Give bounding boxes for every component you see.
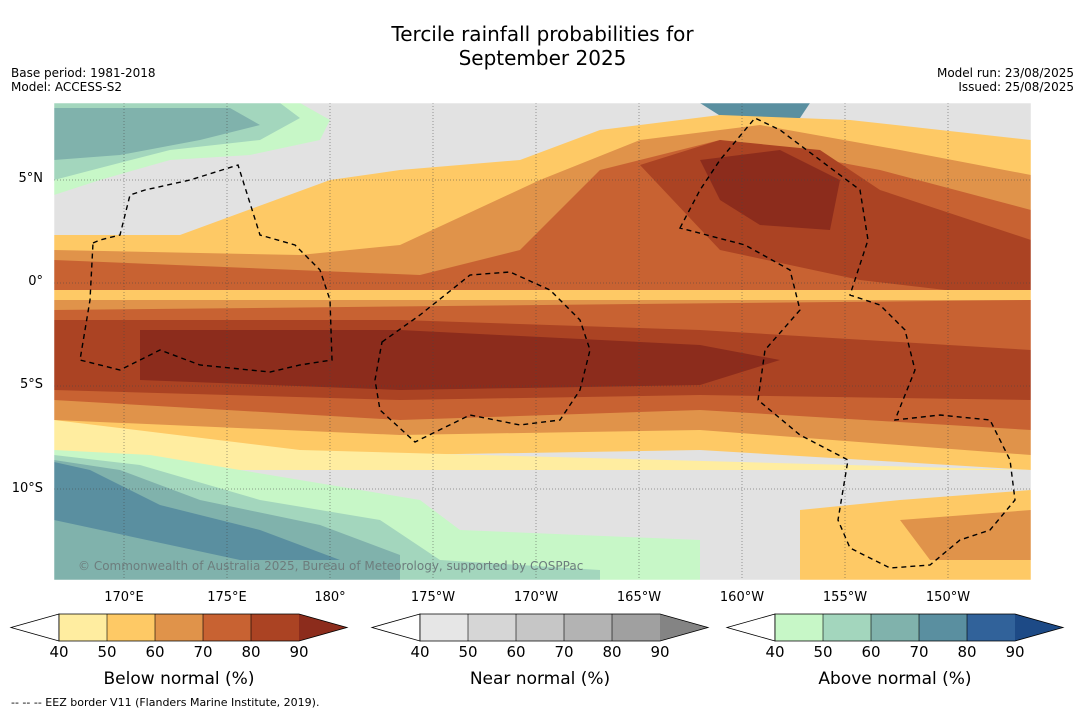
colorbar-1-title: Near normal (%): [469, 669, 611, 689]
colorbar-0-tick-2: 60: [145, 643, 165, 661]
eez-borders: [79, 117, 1016, 569]
above-normal-south-4: [54, 462, 340, 560]
colorbar-0-tick-0: 40: [49, 643, 69, 661]
colorbar-2-high-extend: [1015, 614, 1063, 641]
lon-label-155w: 155°W: [822, 590, 868, 605]
colorbar-0-segment-0: [59, 614, 107, 641]
colorbar-1-tick-4: 80: [602, 643, 622, 661]
chart-title: Tercile rainfall probabilities for Septe…: [0, 22, 1085, 70]
colorbar-1-tick-0: 40: [410, 643, 430, 661]
above-normal-north-3: [54, 108, 260, 160]
colorbar-2-segment-0: [775, 614, 823, 641]
meta-left: Base period: 1981-2018 Model: ACCESS-S2: [11, 66, 156, 94]
colorbar-0-segment-3: [203, 614, 251, 641]
colorbar-1-tick-3: 70: [554, 643, 574, 661]
colorbar-2-tick-1: 50: [813, 643, 833, 661]
colorbar-1-tick-5: 90: [650, 643, 670, 661]
lon-label-160w: 160°W: [719, 590, 765, 605]
colorbar-0-segment-1: [107, 614, 155, 641]
issued-date: Issued: 25/08/2025: [958, 80, 1074, 94]
lon-label-170w: 170°W: [513, 590, 559, 605]
map-frame: [53, 102, 1032, 581]
colorbar-1-outline: [419, 613, 710, 642]
lon-label-150w: 150°W: [925, 590, 971, 605]
colorbar-0-tick-1: 50: [97, 643, 117, 661]
colorbar-0-high-extend: [299, 614, 347, 641]
colorbar-0-segment-4: [251, 614, 299, 641]
below-normal-southeast-2: [900, 510, 1031, 560]
lon-label-170e: 170°E: [104, 590, 144, 605]
colorbar-0-segment-2: [155, 614, 203, 641]
colorbar-1-low-extend: [370, 613, 421, 642]
colorbar-0-tick-5: 90: [289, 643, 309, 661]
copyright-notice: © Commonwealth of Australia 2025, Bureau…: [78, 559, 584, 573]
title-line-2: September 2025: [458, 46, 627, 70]
below-normal-north-max: [700, 150, 840, 230]
base-period: Base period: 1981-2018: [11, 66, 156, 80]
colorbar-1-tick-1: 50: [458, 643, 478, 661]
lat-label-10s: 10°S: [11, 481, 43, 496]
lat-label-5s: 5°S: [19, 377, 43, 392]
colorbar-2-outline: [774, 613, 1065, 642]
colorbar-0-outline: [58, 613, 349, 642]
colorbar-1-segment-2: [516, 614, 564, 641]
below-normal-light-south: [54, 420, 1031, 480]
colorbar-1-segment-3: [564, 614, 612, 641]
colorbar-2-segment-1: [823, 614, 871, 641]
colorbar-1-tick-2: 60: [506, 643, 526, 661]
colorbar-2-low-extend: [725, 613, 776, 642]
colorbar-0-title: Below normal (%): [103, 669, 255, 689]
colorbar-2-tick-5: 90: [1005, 643, 1025, 661]
title-line-1: Tercile rainfall probabilities for: [391, 22, 694, 46]
lon-label-165w: 165°W: [616, 590, 662, 605]
colorbars: [9, 613, 1065, 642]
colorbar-1-segment-4: [612, 614, 660, 641]
colorbar-2-segment-4: [967, 614, 1015, 641]
lon-label-175e: 175°E: [207, 590, 247, 605]
eez-footnote: -- -- -- EEZ border V11 (Flanders Marine…: [11, 696, 320, 709]
colorbar-2-tick-3: 70: [909, 643, 929, 661]
lon-label-175w: 175°W: [410, 590, 456, 605]
model-run: Model run: 23/08/2025: [936, 66, 1074, 80]
lat-label-5n: 5°N: [18, 171, 44, 186]
rainfall-field: [54, 103, 1031, 580]
colorbar-2-tick-4: 80: [957, 643, 977, 661]
grid-lines: [54, 103, 1031, 580]
colorbar-2-title: Above normal (%): [818, 669, 972, 689]
colorbar-2-segment-2: [871, 614, 919, 641]
model-name: Model: ACCESS-S2: [11, 80, 123, 94]
colorbar-1-segment-0: [420, 614, 468, 641]
colorbar-2-tick-0: 40: [765, 643, 785, 661]
colorbar-2-tick-2: 60: [861, 643, 881, 661]
colorbar-0-low-extend: [9, 613, 60, 642]
below-normal-equator-max: [140, 330, 780, 390]
lon-label-180: 180°: [314, 590, 346, 605]
colorbar-1-segment-1: [468, 614, 516, 641]
lat-label-0: 0°: [28, 274, 43, 289]
colorbar-0-tick-4: 80: [241, 643, 261, 661]
meta-right: Model run: 23/08/2025 Issued: 25/08/2025: [937, 66, 1074, 94]
colorbar-1-high-extend: [660, 614, 708, 641]
colorbar-0-tick-3: 70: [193, 643, 213, 661]
colorbar-2-segment-3: [919, 614, 967, 641]
